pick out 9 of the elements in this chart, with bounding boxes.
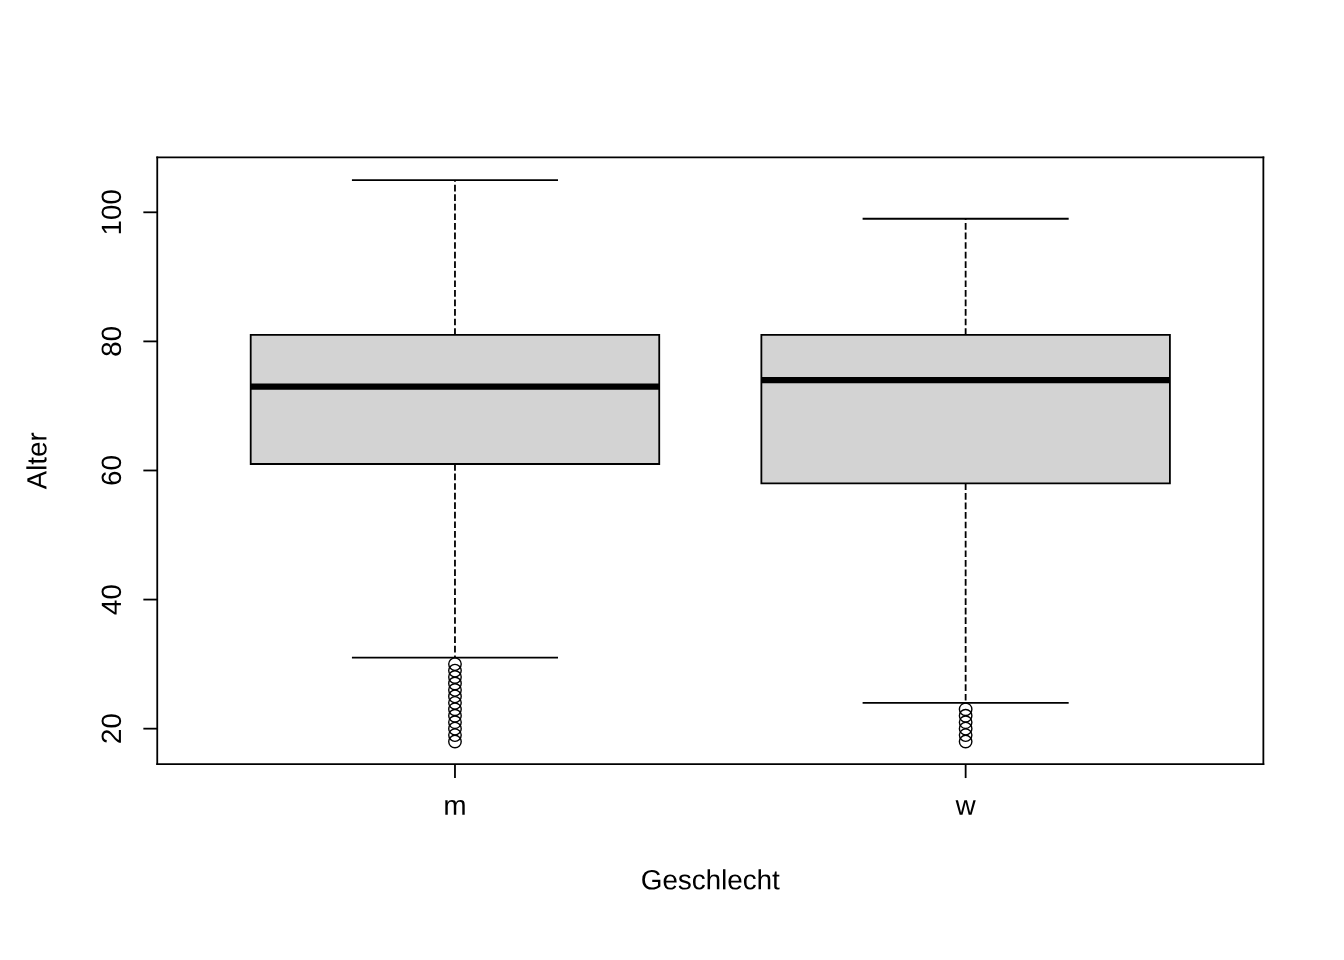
y-tick-label: 60 [101, 456, 122, 485]
y-tick-label: 40 [101, 585, 122, 615]
x-tick-label: m [445, 799, 465, 815]
y-tick-label: 100 [101, 190, 122, 234]
y-axis-title: Alter [26, 432, 47, 490]
x-tick-label: w [955, 800, 976, 815]
x-axis-title: Geschlecht [642, 869, 780, 890]
y-tick-label: 20 [101, 714, 122, 743]
y-tick-label: 80 [101, 327, 122, 356]
